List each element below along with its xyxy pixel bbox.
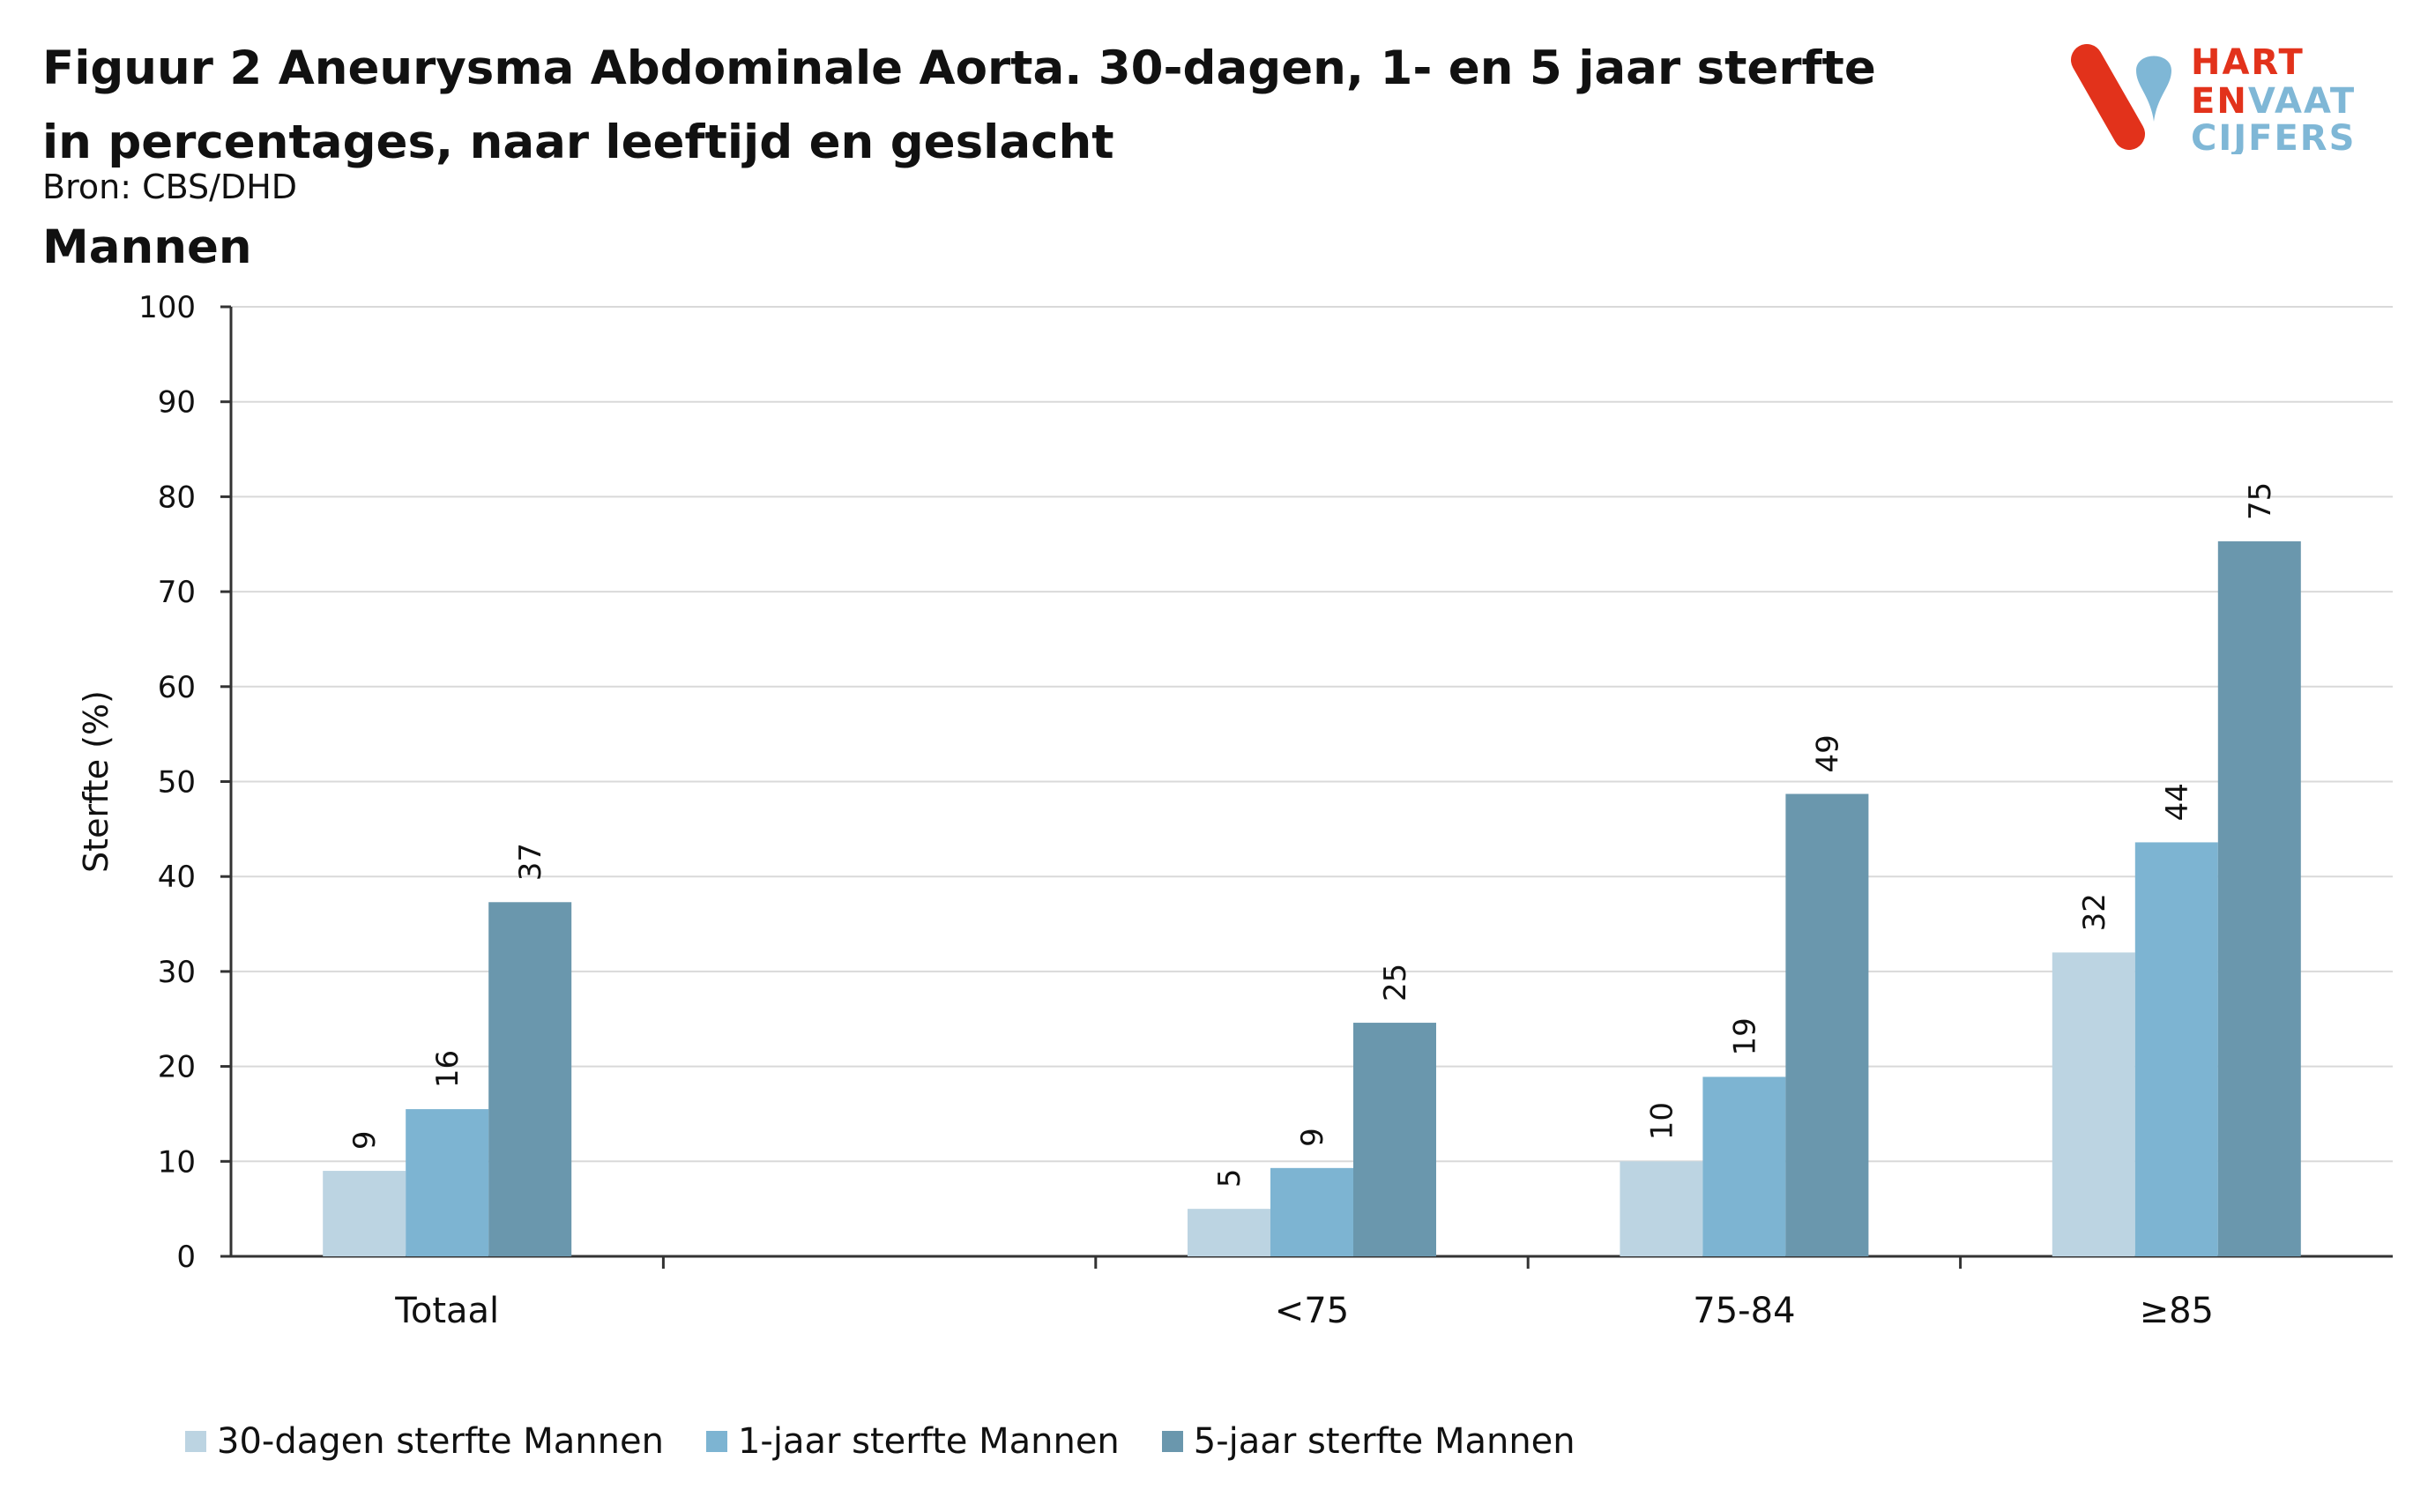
chart-legend: 30-dagen sterfte Mannen 1-jaar sterfte Ma… (185, 1421, 1575, 1462)
bar (2052, 952, 2135, 1256)
chart-source: Bron: CBS/DHD (42, 168, 298, 206)
y-tick-label: 60 (158, 670, 196, 705)
legend-label: 1-jaar sterfte Mannen (737, 1421, 1120, 1462)
y-tick-label: 40 (158, 860, 196, 895)
logo-text-en: EN (2191, 81, 2248, 122)
y-tick-label: 90 (158, 385, 196, 421)
legend-label: 5-jaar sterfte Mannen (1193, 1421, 1575, 1462)
data-label: 9 (347, 1130, 383, 1150)
legend-swatch (185, 1431, 206, 1452)
y-tick-label: 100 (138, 290, 196, 325)
y-tick-label: 30 (158, 955, 196, 990)
x-tick-label: ≥85 (2140, 1291, 2214, 1331)
legend-item: 5-jaar sterfte Mannen (1161, 1421, 1575, 1462)
bar (1270, 1167, 1353, 1256)
chart-title: Figuur 2 Aneurysma Abdominale Aorta. 30-… (42, 41, 1876, 169)
data-label: 32 (2077, 893, 2112, 931)
bar (1188, 1209, 1270, 1256)
y-tick-label: 10 (158, 1144, 196, 1180)
data-label: 9 (1295, 1128, 1330, 1147)
legend-item: 1-jaar sterfte Mannen (705, 1421, 1120, 1462)
y-tick-label: 80 (158, 480, 196, 515)
x-tick-label: Totaal (394, 1291, 499, 1331)
svg-text:ENVAAT: ENVAAT (2191, 81, 2356, 122)
bar (323, 1171, 406, 1256)
data-label: 19 (1727, 1017, 1762, 1055)
data-label: 44 (2160, 783, 2195, 821)
bar (2134, 842, 2218, 1256)
bar (1353, 1023, 1436, 1256)
logo-mark-icon (2071, 44, 2171, 150)
bar (1785, 793, 1869, 1256)
legend-swatch (705, 1431, 727, 1452)
y-tick-label: 0 (176, 1240, 196, 1275)
x-tick-label: 75-84 (1693, 1291, 1795, 1331)
data-label: 16 (430, 1050, 465, 1088)
hart-en-vaat-cijfers-logo: HART ENVAAT CIJFERS (2071, 42, 2356, 154)
data-label: 5 (1212, 1169, 1248, 1188)
legend-swatch (1161, 1431, 1183, 1452)
bar (1620, 1161, 1703, 1256)
logo-text-vaat: VAAT (2248, 81, 2356, 122)
logo-text-hart: HART (2191, 42, 2305, 83)
data-label: 75 (2243, 482, 2278, 520)
y-tick-label: 70 (158, 575, 196, 610)
x-tick-label: <75 (1275, 1291, 1349, 1331)
legend-item: 30-dagen sterfte Mannen (185, 1421, 664, 1462)
y-tick-label: 50 (158, 765, 196, 801)
chart-subtitle: Mannen (42, 220, 252, 274)
data-label: 37 (513, 843, 548, 881)
bar (488, 902, 572, 1256)
logo-text-cijfers: CIJFERS (2191, 118, 2356, 154)
y-tick-label: 20 (158, 1050, 196, 1085)
y-axis-title: Sterfte (%) (77, 690, 115, 873)
bar (406, 1109, 489, 1256)
bar (1702, 1076, 1786, 1256)
bar (2217, 541, 2301, 1256)
data-label: 49 (1810, 734, 1845, 772)
bar-chart: 0 10 20 30 40 50 60 70 80 90 100 Totaal 9 16 37 <75 5 9 25… (77, 290, 2393, 1331)
data-label: 25 (1378, 964, 1413, 1002)
legend-label: 30-dagen sterfte Mannen (217, 1421, 664, 1462)
data-label: 10 (1644, 1102, 1679, 1140)
